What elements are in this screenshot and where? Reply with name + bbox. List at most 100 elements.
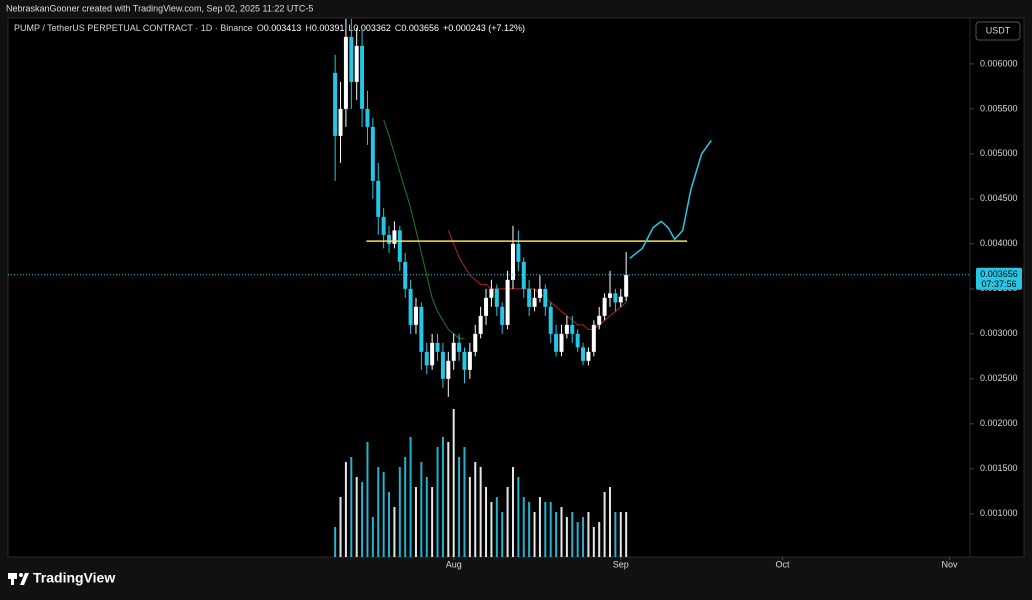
volume-bar [377,467,380,557]
candle-body [424,351,429,366]
last-price: 0.003656 [980,269,1018,279]
volume-bar [350,457,353,557]
candle-body [333,72,338,136]
volume-bar [468,477,471,557]
legend: PUMP / TetherUS PERPETUAL CONTRACT · 1D … [14,23,525,33]
candle-body [591,324,596,352]
symbol: PUMP / TetherUS PERPETUAL CONTRACT · 1D … [14,23,253,33]
currency-box[interactable] [975,21,1021,41]
logo: TradingView [8,570,115,586]
candle-body [478,315,483,334]
volume-bar [598,522,601,557]
volume-bar [398,467,401,557]
ohlc-value: 0.003656 [401,23,439,33]
volume-bar [361,482,364,557]
candle-body [505,279,510,325]
candle-body [548,306,553,334]
volume-bar [382,472,385,557]
candle-body [451,342,456,361]
volume-bar [458,457,461,557]
candle-body [387,234,392,244]
candle-body [462,351,467,370]
volume-bar [511,467,514,557]
candle-body [365,108,370,127]
candle-body [457,342,462,352]
volume-bar [555,512,558,557]
y-tick-label: 0.002000 [980,418,1018,428]
volume-bar [339,497,342,557]
volume-bar [371,517,374,557]
volume-bar [533,512,536,557]
candle-body [392,230,397,244]
ohlc-value: 0.003362 [353,23,391,33]
candle-body [618,296,623,303]
volume-bar [334,527,337,557]
candle-body [408,288,413,325]
y-tick-label: 0.002500 [980,373,1018,383]
x-tick-label: Nov [942,559,959,569]
volume-bar [474,462,477,557]
x-tick-label: Oct [775,559,790,569]
candle-body [440,351,445,379]
volume-bar [619,512,622,557]
volume-bar [576,522,579,557]
moving-average [383,119,465,339]
candle-body [467,351,472,370]
candle-body [543,288,548,307]
volume-bar [463,447,466,557]
volume-bar [501,512,504,557]
volume-bar [490,502,493,557]
currency[interactable]: USDT [986,25,1011,35]
x-tick-label: Sep [613,559,629,569]
credit: NebraskanGooner created with TradingView… [6,3,313,13]
candle-body [597,315,602,325]
y-tick-label: 0.004000 [980,238,1018,248]
volume-bar [506,487,509,557]
y-tick-label: 0.005500 [980,103,1018,113]
volume-bar [479,467,482,557]
y-tick-label: 0.004500 [980,193,1018,203]
volume-bar [587,512,590,557]
candle-body [435,342,440,352]
candle-body [607,293,612,298]
candle-body [381,216,386,235]
ohlc-value: 0.00391 [312,23,345,33]
volume-bar [393,507,396,557]
volume-bar [592,527,595,557]
x-tick-label: Aug [446,559,462,569]
volume-bar [447,442,450,557]
change: +0.000243 (+7.12%) [443,23,525,33]
y-tick-label: 0.006000 [980,58,1018,68]
moving-average [447,230,627,330]
volume-bar [522,497,525,557]
candle-body [564,324,569,334]
candle-body [532,297,537,307]
plot-area [7,17,1025,558]
volume-bar [582,517,585,557]
candle-body [343,36,348,109]
projection [629,139,712,259]
candle-body [537,288,542,298]
candle-body [527,288,532,307]
volume-bar [495,497,498,557]
candle-body [586,351,591,361]
candle-body [354,45,359,82]
candle-body [521,261,526,289]
candle-body [559,333,564,352]
volume-bar [544,502,547,557]
volume-bar [485,487,488,557]
candle-body [446,360,451,379]
candle-body [494,288,499,307]
volume-bar [409,437,412,557]
volume-bar [538,497,541,557]
candle-body [602,297,607,316]
volume-bar [560,507,563,557]
last-price-box [976,267,1022,290]
volume-bar [625,512,628,557]
candle-body [413,306,418,325]
candle-body [554,333,559,352]
volume-bar [436,447,439,557]
candle-body [376,180,381,217]
candle-body [516,243,521,262]
y-tick-label: 0.001000 [980,508,1018,518]
